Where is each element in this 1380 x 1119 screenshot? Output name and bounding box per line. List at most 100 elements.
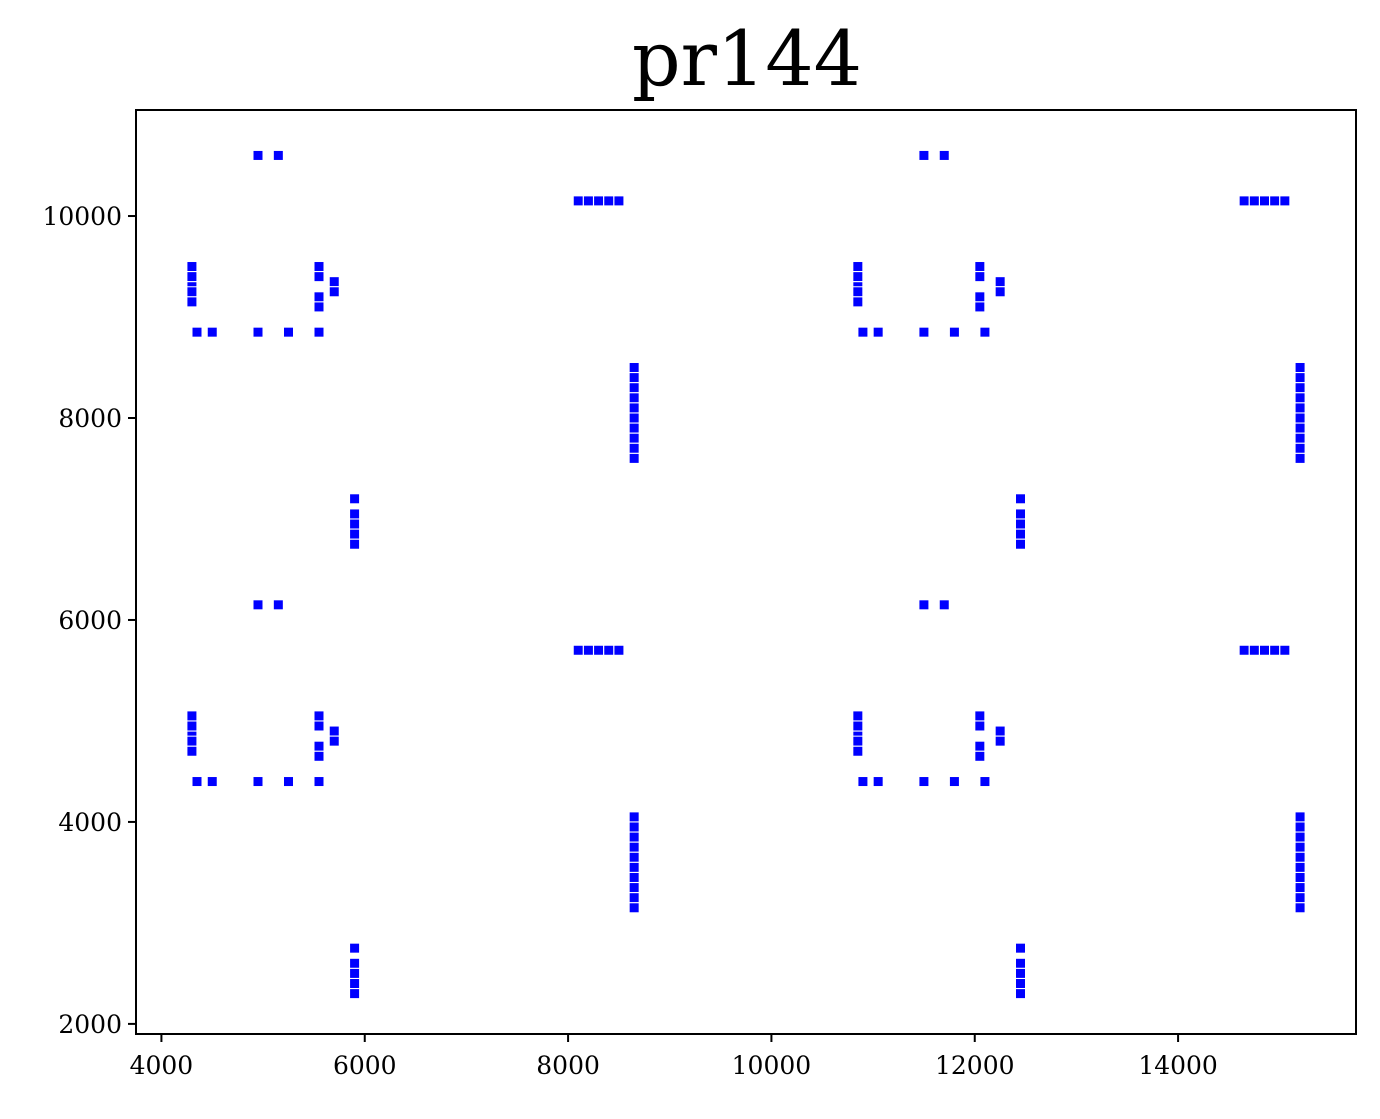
data-point: [948, 776, 960, 788]
data-point: [313, 776, 325, 788]
data-point: [191, 326, 203, 338]
data-point: [852, 271, 864, 283]
x-tick-label: 10000: [732, 1051, 812, 1080]
data-point: [328, 286, 340, 298]
y-tick-label: 6000: [58, 606, 122, 635]
data-point: [628, 861, 640, 873]
data-point: [994, 286, 1006, 298]
data-point: [938, 149, 950, 161]
data-point: [349, 978, 361, 990]
data-point: [572, 644, 584, 656]
data-point: [206, 326, 218, 338]
data-point: [628, 372, 640, 384]
data-point: [206, 776, 218, 788]
plot-frame: [135, 109, 1357, 1035]
data-point: [328, 725, 340, 737]
data-point: [938, 599, 950, 611]
data-point: [1294, 882, 1306, 894]
data-point: [186, 296, 198, 308]
data-point: [1015, 967, 1026, 979]
data-point: [1294, 452, 1306, 464]
data-point: [628, 392, 640, 404]
data-point: [186, 271, 198, 283]
plot-area: [136, 110, 1356, 1034]
data-point: [872, 326, 884, 338]
data-point: [1238, 644, 1250, 656]
data-point: [852, 710, 864, 722]
data-point: [852, 720, 864, 732]
data-point: [1015, 957, 1026, 969]
data-point: [272, 599, 284, 611]
data-point: [974, 710, 986, 722]
data-point: [272, 149, 284, 161]
data-point: [349, 518, 361, 530]
x-tick-label: 8000: [536, 1051, 600, 1080]
data-point: [979, 776, 991, 788]
data-point: [349, 967, 361, 979]
data-point: [1294, 851, 1306, 863]
data-point: [1294, 412, 1306, 424]
data-point: [1015, 978, 1026, 990]
data-point: [628, 432, 640, 444]
data-point: [186, 720, 198, 732]
data-point: [1269, 644, 1281, 656]
data-point: [1294, 392, 1306, 404]
data-point: [186, 745, 198, 757]
data-point: [628, 821, 640, 833]
data-point: [1238, 195, 1250, 207]
data-point: [1294, 382, 1306, 394]
x-tick-label: 4000: [130, 1051, 194, 1080]
data-point: [628, 442, 640, 454]
data-point: [1294, 811, 1306, 823]
data-point: [349, 942, 361, 954]
data-point: [313, 740, 325, 752]
data-point: [974, 271, 986, 283]
x-tick-label: 6000: [333, 1051, 397, 1080]
x-axis-ticks: 4000 6000 8000 10000 12000 14000: [130, 1034, 1218, 1080]
data-point: [1015, 493, 1026, 505]
data-point: [628, 871, 640, 883]
data-point: [1294, 362, 1306, 374]
data-point: [852, 296, 864, 308]
chart-title: pr144: [632, 14, 862, 103]
data-point: [349, 528, 361, 540]
data-point: [313, 720, 325, 732]
data-point: [252, 326, 264, 338]
data-point: [186, 286, 198, 298]
data-point: [313, 271, 325, 283]
data-point: [1294, 422, 1306, 434]
data-point: [1294, 821, 1306, 833]
data-point: [852, 745, 864, 757]
data-point: [852, 261, 864, 273]
y-tick-label: 2000: [58, 1010, 122, 1039]
data-point: [628, 902, 640, 914]
data-point: [994, 735, 1006, 747]
data-point: [628, 412, 640, 424]
data-point: [1015, 518, 1026, 530]
data-point: [349, 538, 361, 550]
data-point: [872, 776, 884, 788]
data-point: [628, 882, 640, 894]
data-point: [974, 740, 986, 752]
data-point: [974, 291, 986, 303]
data-point: [1279, 195, 1291, 207]
data-point: [613, 644, 625, 656]
data-point: [252, 776, 264, 788]
y-tick-label: 8000: [58, 404, 122, 433]
data-point: [1294, 831, 1306, 843]
y-tick-label: 4000: [58, 808, 122, 837]
data-point: [349, 508, 361, 520]
data-point: [852, 286, 864, 298]
data-point: [349, 957, 361, 969]
data-point: [948, 326, 960, 338]
data-point: [186, 261, 198, 273]
data-point: [1294, 861, 1306, 873]
data-point: [582, 644, 594, 656]
data-point: [572, 195, 584, 207]
data-point: [628, 831, 640, 843]
data-point: [918, 326, 930, 338]
data-point: [252, 599, 264, 611]
data-point: [1279, 644, 1291, 656]
data-point: [1248, 644, 1260, 656]
data-point: [1294, 902, 1306, 914]
